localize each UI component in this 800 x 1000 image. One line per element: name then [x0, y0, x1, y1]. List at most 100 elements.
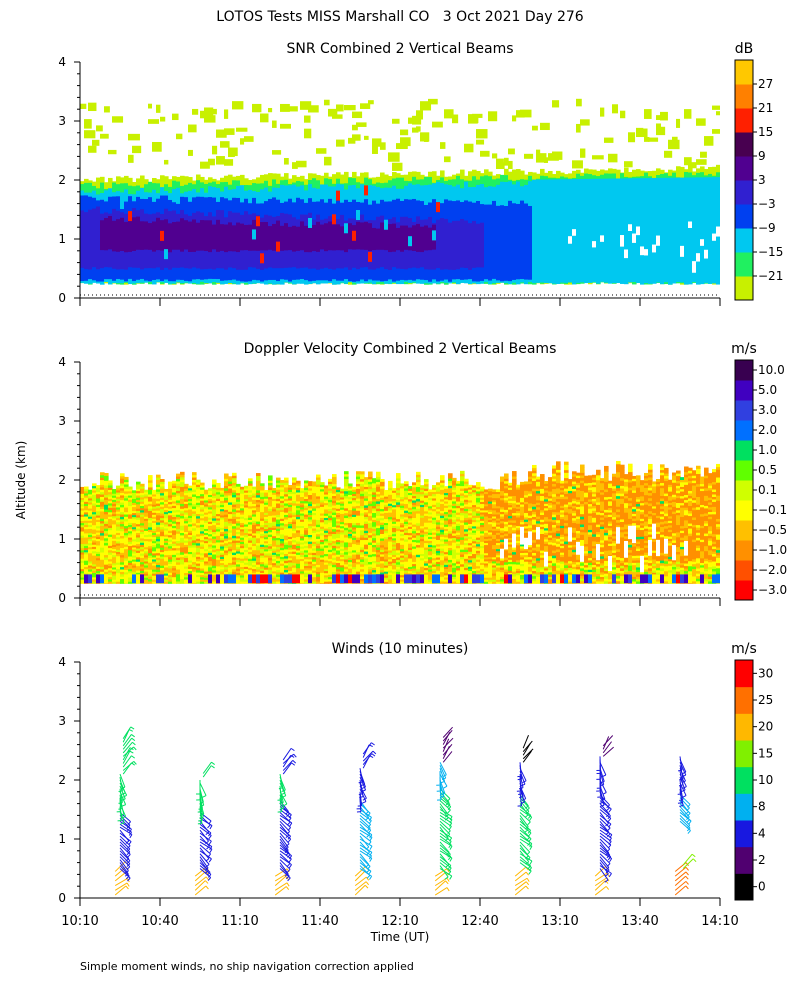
doppler-cell	[368, 493, 373, 497]
doppler-cell	[384, 554, 389, 558]
doppler-cell	[328, 517, 333, 521]
doppler-cell	[420, 536, 425, 540]
doppler-cell	[132, 524, 137, 528]
doppler-cell	[112, 521, 117, 525]
doppler-cell	[104, 556, 109, 560]
doppler-cell	[380, 515, 385, 519]
doppler-cell	[224, 540, 229, 544]
doppler-cell	[140, 503, 145, 507]
doppler-cell	[188, 525, 193, 529]
doppler-cell	[84, 553, 89, 557]
snr-cell	[188, 221, 193, 253]
snr-cell	[352, 124, 358, 131]
doppler-cell	[228, 546, 233, 549]
doppler-cell	[244, 487, 249, 491]
doppler-cell	[232, 561, 237, 565]
doppler-cell	[136, 572, 141, 576]
doppler-cell	[320, 572, 325, 576]
doppler-cell	[300, 494, 305, 498]
doppler-cell	[216, 482, 221, 486]
doppler-cell	[144, 503, 149, 507]
doppler-cell	[132, 526, 137, 530]
doppler-cell	[224, 554, 229, 558]
doppler-cell	[380, 549, 385, 553]
doppler-cell	[292, 518, 297, 522]
doppler-cell	[136, 525, 141, 529]
doppler-cell	[320, 552, 325, 556]
doppler-cell	[148, 482, 153, 486]
doppler-cell	[292, 491, 297, 495]
snr-cell	[512, 115, 517, 122]
doppler-cell	[308, 561, 313, 564]
snr-streak	[276, 241, 280, 252]
snr-cell	[248, 224, 253, 251]
doppler-cell	[148, 505, 153, 509]
doppler-cell	[176, 506, 181, 510]
doppler-cell	[268, 531, 273, 535]
doppler-cell	[80, 570, 85, 574]
doppler-cell	[252, 545, 257, 549]
doppler-cell	[180, 568, 185, 572]
doppler-cell	[180, 566, 185, 570]
doppler-cell	[168, 541, 173, 545]
doppler-cell	[292, 493, 297, 497]
doppler-cell	[204, 493, 209, 497]
doppler-cell	[240, 516, 245, 519]
doppler-cell	[88, 538, 93, 542]
doppler-cell	[88, 536, 93, 540]
doppler-cell	[408, 494, 413, 498]
doppler-cell	[188, 566, 193, 569]
doppler-cell	[172, 531, 177, 535]
doppler-cell	[304, 489, 309, 493]
doppler-cell	[256, 508, 261, 512]
doppler-cell	[348, 548, 353, 552]
doppler-cell	[256, 492, 261, 496]
doppler-cell	[376, 520, 381, 524]
doppler-cell	[368, 495, 373, 499]
snr-streak	[336, 190, 340, 201]
doppler-cell	[132, 510, 137, 514]
doppler-cell	[172, 509, 177, 513]
doppler-cell	[308, 487, 313, 491]
doppler-cell	[404, 561, 409, 564]
doppler-cell	[252, 492, 257, 496]
doppler-cell	[236, 522, 241, 526]
doppler-cell	[120, 549, 125, 553]
doppler-cell	[104, 523, 109, 527]
doppler-cell	[292, 486, 297, 490]
doppler-cell	[176, 542, 181, 546]
doppler-cell	[264, 516, 269, 519]
doppler-cell	[240, 535, 245, 538]
doppler-cell	[272, 572, 277, 576]
doppler-cell	[376, 574, 381, 584]
doppler-cell	[208, 572, 213, 576]
doppler-cell	[176, 557, 181, 561]
doppler-cell	[328, 535, 333, 539]
doppler-cell	[84, 566, 89, 570]
doppler-cell	[196, 488, 201, 492]
doppler-cell	[148, 510, 153, 514]
doppler-cell	[220, 548, 225, 551]
doppler-cell	[412, 510, 417, 514]
snr-cell	[308, 223, 313, 253]
doppler-cell	[408, 568, 413, 572]
doppler-cell	[124, 520, 129, 524]
doppler-cell	[92, 552, 97, 556]
doppler-cell	[364, 479, 369, 483]
doppler-cell	[172, 558, 177, 562]
doppler-cell	[276, 495, 281, 499]
doppler-cell	[196, 549, 201, 553]
doppler-cell	[288, 514, 293, 518]
doppler-cell	[212, 547, 217, 551]
doppler-cell	[368, 510, 373, 514]
doppler-cell	[184, 572, 189, 576]
doppler-cell	[200, 508, 205, 512]
doppler-cell	[88, 501, 93, 505]
doppler-cell	[164, 575, 169, 578]
doppler-cell	[296, 549, 301, 553]
doppler-cell	[360, 507, 365, 511]
doppler-cell	[364, 484, 369, 487]
doppler-cell	[104, 566, 109, 570]
doppler-cell	[204, 536, 209, 540]
doppler-cell	[312, 490, 317, 494]
